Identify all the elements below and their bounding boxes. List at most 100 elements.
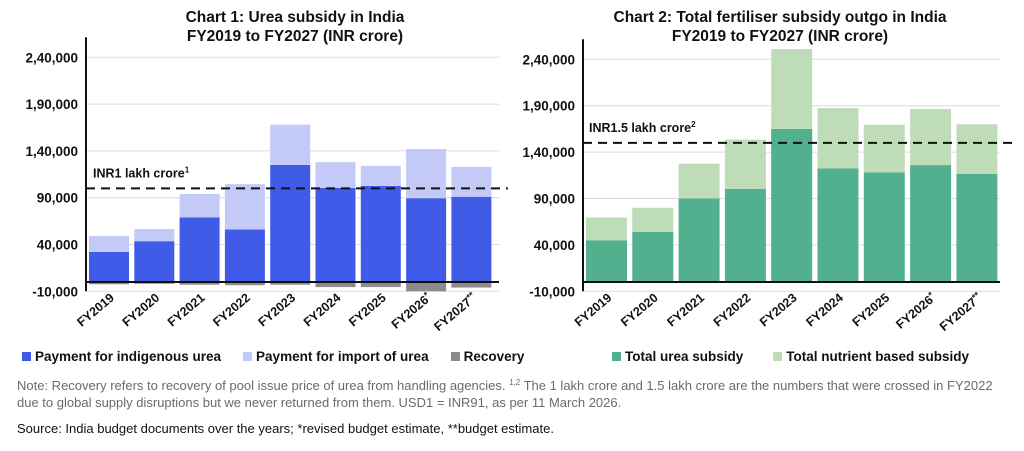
chart2-xtick-label: FY2019 — [572, 291, 615, 330]
chart2-ytick-label: 1,40,000 — [522, 145, 575, 160]
chart2-bar-total-urea-subsidy — [817, 168, 859, 283]
chart1-xtick-label: FY2025 — [346, 291, 389, 330]
legend-label: Payment for import of urea — [256, 349, 429, 364]
chart1-ytick-label: 2,40,000 — [25, 50, 78, 65]
chart1-ytick-label: -10,000 — [32, 284, 78, 299]
chart1-bar-payment-for-indigenous-urea — [315, 187, 356, 282]
chart1-ytick-label: 90,000 — [37, 191, 78, 206]
chart1-title-line2: FY2019 to FY2027 (INR crore) — [186, 28, 404, 45]
chart1-xtick-label: FY2023 — [256, 291, 299, 330]
chart2-bar-total-urea-subsidy — [910, 165, 952, 283]
chart2-xtick-label: FY2020 — [618, 291, 661, 330]
chart2-bar-total-urea-subsidy — [956, 173, 998, 283]
chart1-bar-payment-for-indigenous-urea — [134, 241, 175, 282]
legend-item-recovery: Recovery — [450, 349, 525, 364]
chart2-title: Chart 2: Total fertiliser subsidy outgo … — [560, 8, 1000, 46]
legend-item-urea-subsidy: Total urea subsidy — [612, 349, 743, 364]
chart1-bar-recovery — [179, 281, 220, 285]
legend-swatch-urea — [612, 352, 621, 361]
chart1-bar-payment-for-indigenous-urea — [224, 229, 265, 282]
chart2-title-line2: FY2019 to FY2027 (INR crore) — [671, 28, 889, 45]
chart1-bar-payment-for-import-of-urea — [315, 162, 356, 188]
chart1-bar-recovery — [360, 281, 401, 288]
chart2-xtick-label: FY2027** — [936, 289, 985, 333]
chart1-bar-payment-for-indigenous-urea — [179, 217, 220, 282]
footnote: Note: Recovery refers to recovery of poo… — [17, 375, 1017, 411]
chart2-bar-total-nutrient-based-subsidy — [771, 49, 813, 129]
chart2-xtick-label: FY2023 — [757, 291, 800, 330]
chart2-ytick-label: 2,40,000 — [522, 52, 575, 67]
chart1-bar-payment-for-import-of-urea — [406, 149, 447, 199]
chart1-bar-recovery — [315, 281, 356, 288]
chart2-bar-total-urea-subsidy — [724, 188, 766, 283]
legend-label: Total nutrient based subsidy — [786, 349, 970, 364]
chart2-bar-total-nutrient-based-subsidy — [956, 124, 998, 174]
legend-swatch-import — [243, 352, 253, 361]
chart2-ytick-label: 40,000 — [534, 238, 575, 253]
chart1-bar-payment-for-indigenous-urea — [89, 251, 129, 282]
chart2-bar-total-nutrient-based-subsidy — [678, 163, 720, 199]
charts-canvas: -10,000 40,000 90,000 1,40,000 1,90,000 2,40,… — [25, 37, 1016, 334]
chart2-bar-total-nutrient-based-subsidy — [724, 139, 766, 189]
chart1-xtick-label: FY2019 — [74, 291, 117, 330]
chart2-bar-total-nutrient-based-subsidy — [910, 108, 952, 166]
chart1-ytick-label: 1,40,000 — [25, 144, 78, 159]
chart2-ytick-label: 1,90,000 — [522, 99, 575, 114]
legend-label: Recovery — [463, 349, 525, 364]
note-text-after: The 1 lakh crore and 1.5 lakh crore are … — [17, 378, 993, 410]
note-text-before: Note: Recovery refers to recovery of poo… — [17, 378, 510, 393]
chart1-bar-recovery — [224, 281, 265, 286]
chart1-bar-recovery — [406, 281, 447, 292]
chart1-reference-label: INR1 lakh crore1 — [93, 165, 190, 180]
chart1-bar-payment-for-indigenous-urea — [360, 186, 401, 282]
legend-item-import-urea: Payment for import of urea — [243, 349, 429, 364]
chart1-ytick-label: 1,90,000 — [25, 97, 78, 112]
legend-swatch-indigenous — [22, 352, 31, 361]
chart1-xtick-label: FY2020 — [120, 291, 163, 330]
chart1-bar-payment-for-import-of-urea — [224, 184, 265, 230]
note-superscript: 1,2 — [509, 378, 521, 387]
chart2-bar-total-urea-subsidy — [632, 231, 674, 283]
chart2-xtick-label: FY2022 — [711, 291, 754, 330]
chart1-bar-recovery — [270, 281, 311, 285]
chart1-bar-recovery — [451, 281, 492, 288]
chart2-title-line1: Chart 2: Total fertiliser subsidy outgo … — [613, 9, 947, 26]
chart1-bar-payment-for-indigenous-urea — [270, 164, 311, 282]
legend-swatch-recovery — [450, 352, 460, 361]
chart2-legend: Total urea subsidy Total nutrient based … — [612, 349, 991, 364]
source-line: Source: India budget documents over the … — [17, 421, 554, 436]
chart2-xtick-label: FY2025 — [850, 291, 893, 330]
chart1-bar-recovery — [89, 281, 129, 285]
chart2-bar-total-nutrient-based-subsidy — [817, 108, 859, 169]
chart1-bar-payment-for-indigenous-urea — [406, 198, 447, 282]
legend-swatch-nutrient — [773, 352, 783, 361]
legend-label: Total urea subsidy — [625, 349, 744, 364]
chart1-bar-payment-for-import-of-urea — [270, 124, 311, 165]
chart2-xtick-label: FY2024 — [803, 291, 846, 330]
chart2-xtick-label: FY2021 — [664, 291, 707, 330]
chart1-title: Chart 1: Urea subsidy in India FY2019 to… — [90, 8, 500, 46]
chart1-title-line1: Chart 1: Urea subsidy in India — [185, 9, 405, 26]
chart1-legend: Payment for indigenous urea Payment for … — [22, 349, 546, 364]
chart2-ytick-label: -10,000 — [529, 284, 575, 299]
chart2-xtick-label: FY2026* — [893, 289, 939, 331]
chart1-xtick-label: FY2022 — [210, 291, 253, 330]
chart1-bar-payment-for-import-of-urea — [89, 236, 129, 252]
chart2-bar-total-nutrient-based-subsidy — [632, 207, 674, 232]
chart1-bar-payment-for-indigenous-urea — [451, 196, 492, 282]
chart1-xtick-label: FY2024 — [301, 291, 344, 330]
chart1-bar-payment-for-import-of-urea — [134, 229, 175, 242]
chart2-bar-total-nutrient-based-subsidy — [586, 217, 627, 241]
chart2-bar-total-urea-subsidy — [678, 198, 720, 283]
chart1-xtick-label: FY2027** — [431, 289, 480, 333]
chart1-xtick-label: FY2026* — [388, 289, 434, 331]
chart1-bar-payment-for-import-of-urea — [179, 193, 220, 218]
chart1-ytick-label: 40,000 — [37, 238, 78, 253]
chart1-bar-payment-for-import-of-urea — [360, 165, 401, 186]
legend-item-nutrient-subsidy: Total nutrient based subsidy — [773, 349, 969, 364]
chart2-reference-label: INR1.5 lakh crore2 — [589, 120, 696, 135]
chart1-bar-payment-for-import-of-urea — [451, 166, 492, 197]
legend-label: Payment for indigenous urea — [35, 349, 222, 364]
legend-item-indigenous-urea: Payment for indigenous urea — [22, 349, 221, 364]
chart1-xtick-label: FY2021 — [165, 291, 208, 330]
